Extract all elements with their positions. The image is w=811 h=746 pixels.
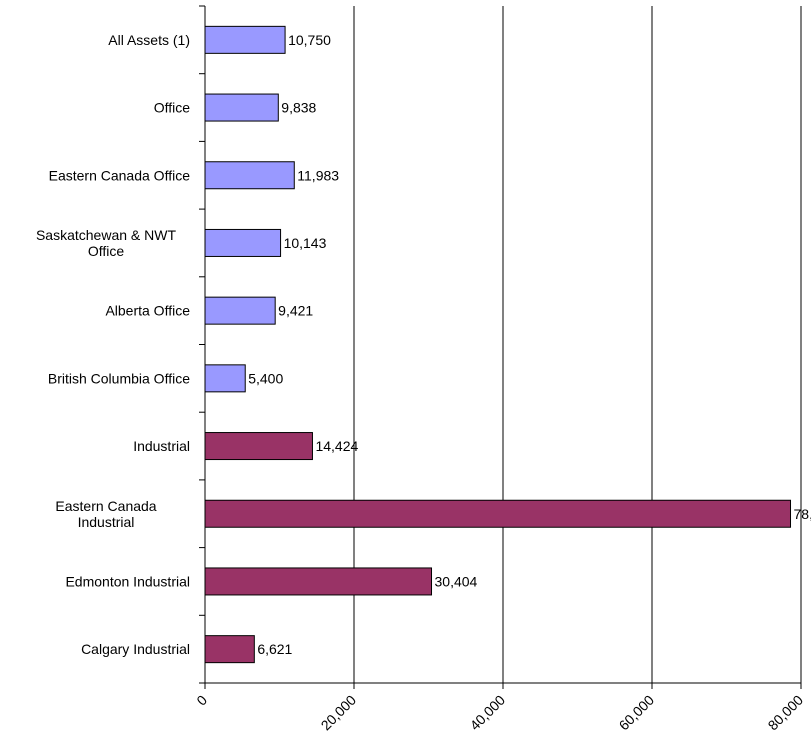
data-label: 78,592 bbox=[794, 506, 811, 522]
data-label: 11,983 bbox=[297, 167, 339, 183]
category-label: Eastern Canada Office bbox=[49, 167, 191, 183]
data-label: 9,421 bbox=[278, 303, 313, 319]
bar bbox=[205, 162, 294, 189]
bar bbox=[205, 26, 285, 53]
data-label: 6,621 bbox=[257, 641, 292, 657]
data-label: 9,838 bbox=[281, 100, 316, 116]
category-label: Saskatchewan & NWT Office bbox=[36, 227, 176, 259]
category-label: Industrial bbox=[133, 438, 190, 454]
bar bbox=[205, 229, 281, 256]
bar bbox=[205, 297, 275, 324]
category-label: Eastern Canada Industrial bbox=[55, 498, 156, 530]
x-tick-label: 60,000 bbox=[616, 692, 658, 734]
x-tick-label: 20,000 bbox=[318, 692, 360, 734]
data-label: 5,400 bbox=[248, 370, 283, 386]
data-label: 10,143 bbox=[284, 235, 327, 251]
data-label: 14,424 bbox=[315, 438, 358, 454]
bar bbox=[205, 500, 791, 527]
category-label: Edmonton Industrial bbox=[65, 573, 190, 589]
category-label: Calgary Industrial bbox=[81, 641, 190, 657]
category-label: All Assets (1) bbox=[108, 32, 190, 48]
data-label: 30,404 bbox=[435, 573, 478, 589]
category-label: Office bbox=[154, 100, 191, 116]
x-tick-label: 80,000 bbox=[765, 692, 807, 734]
x-tick-label: 0 bbox=[193, 692, 210, 709]
bar-layer bbox=[205, 26, 791, 662]
label-layer: 10,750 9,838 11,983 10,143 9,421 5,400 14,424 7… bbox=[36, 32, 811, 734]
bar bbox=[205, 94, 278, 121]
bar bbox=[205, 636, 254, 663]
bar bbox=[205, 433, 312, 460]
bar bbox=[205, 568, 432, 595]
x-tick-label: 40,000 bbox=[467, 692, 509, 734]
category-label: Alberta Office bbox=[105, 303, 190, 319]
category-label: British Columbia Office bbox=[48, 370, 190, 386]
data-label: 10,750 bbox=[288, 32, 331, 48]
bar bbox=[205, 365, 245, 392]
